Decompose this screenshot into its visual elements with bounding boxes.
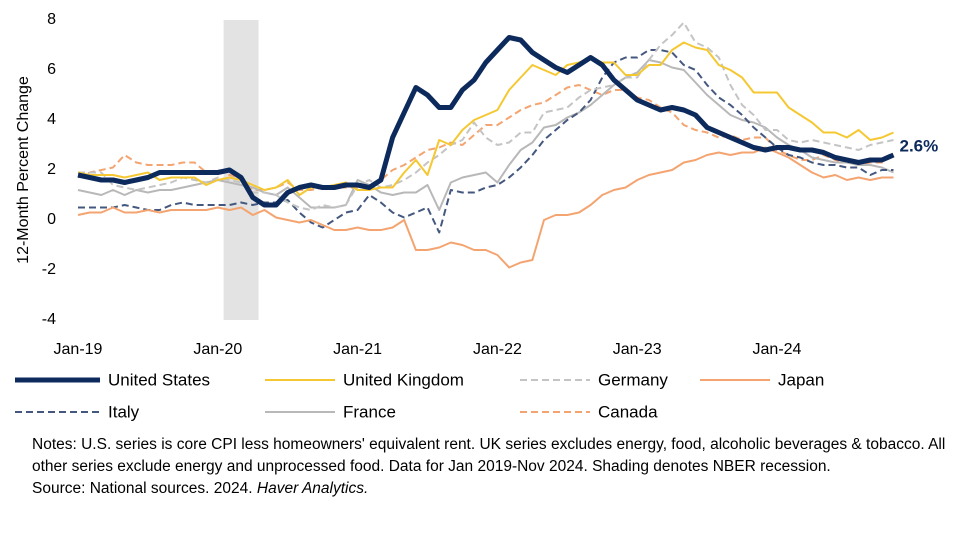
series-line xyxy=(77,41,894,196)
legend-label: United States xyxy=(108,370,210,389)
source: Source: National sources. 2024. Haver An… xyxy=(32,478,962,500)
series-line xyxy=(78,21,894,211)
series-line xyxy=(78,49,894,234)
source-italic: Haver Analytics. xyxy=(256,480,369,497)
legend-label: Japan xyxy=(778,370,824,389)
y-tick-label: -2 xyxy=(42,261,56,278)
x-tick-label: Jan-21 xyxy=(333,341,382,358)
x-tick-label: Jan-23 xyxy=(613,341,662,358)
chart: 12-Month Percent Change -4 -2 0 2 4 6 8 Jan-19 J… xyxy=(15,11,939,421)
x-tick-label: Jan-24 xyxy=(753,341,802,358)
legend-label: France xyxy=(343,402,396,421)
legend-label: Canada xyxy=(598,402,658,421)
notes: Notes: U.S. series is core CPI less home… xyxy=(32,434,962,500)
x-tick-label: Jan-19 xyxy=(54,341,103,358)
source-text: Source: National sources. 2024. xyxy=(32,480,253,497)
series-line xyxy=(77,35,895,208)
y-tick-label: 8 xyxy=(47,11,56,28)
y-tick-label: 6 xyxy=(47,61,56,78)
y-tick-label: 2 xyxy=(47,161,56,178)
y-tick-label: -4 xyxy=(42,311,56,328)
legend-label: Germany xyxy=(598,370,668,389)
legend-label: Italy xyxy=(108,402,140,421)
x-tick-label: Jan-22 xyxy=(473,341,522,358)
x-tick-label: Jan-20 xyxy=(193,341,242,358)
legend-label: United Kingdom xyxy=(343,370,464,389)
y-tick-label: 4 xyxy=(47,111,56,128)
notes-text: Notes: U.S. series is core CPI less home… xyxy=(32,436,946,475)
series-line xyxy=(77,146,894,269)
end-label: 2.6% xyxy=(900,136,939,155)
y-tick-label: 0 xyxy=(47,211,56,228)
y-axis-label: 12-Month Percent Change xyxy=(15,76,32,264)
series-line xyxy=(77,59,894,211)
